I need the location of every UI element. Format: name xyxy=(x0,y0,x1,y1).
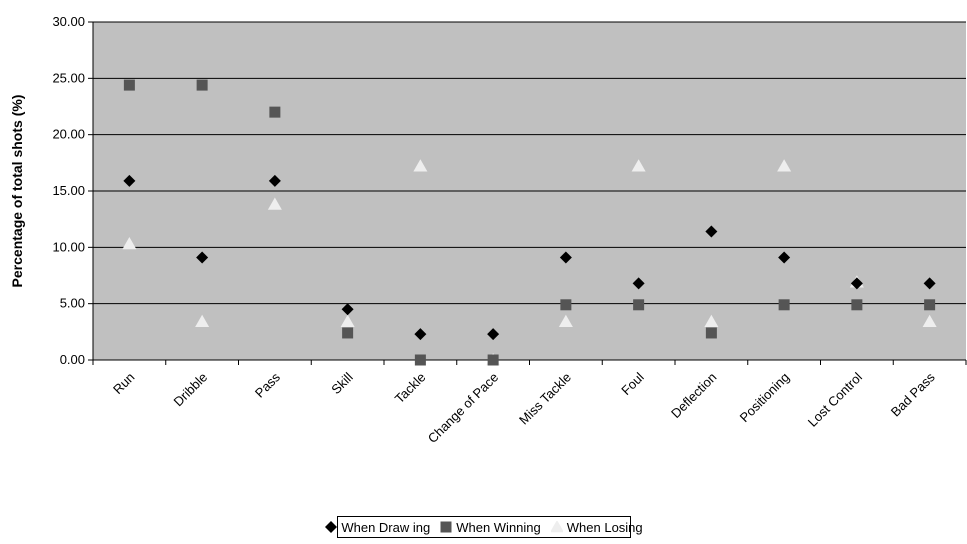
data-point-triangle xyxy=(122,236,137,250)
data-point-diamond xyxy=(559,251,572,264)
data-point-diamond xyxy=(414,328,427,341)
data-point-diamond xyxy=(632,277,645,290)
x-tick-label: Skill xyxy=(328,369,356,397)
square-marker-icon xyxy=(440,521,452,533)
legend-marker xyxy=(550,521,563,533)
data-point-square xyxy=(123,79,135,91)
data-point-triangle xyxy=(413,159,428,172)
data-point-triangle xyxy=(704,314,719,327)
data-point-diamond xyxy=(196,251,209,264)
legend-label: When Losing xyxy=(566,519,643,535)
data-point-diamond xyxy=(123,174,136,187)
data-point-triangle xyxy=(777,159,792,172)
data-point-square xyxy=(269,106,281,118)
x-tick-label: Foul xyxy=(618,369,647,398)
x-tick-label: Pass xyxy=(252,369,283,400)
data-point-triangle xyxy=(922,314,937,327)
data-point-triangle xyxy=(340,314,355,327)
data-point-triangle xyxy=(631,159,646,172)
y-tick-label: 30.00 xyxy=(52,14,85,29)
legend-item: When Winning xyxy=(440,520,541,535)
data-point-square xyxy=(633,299,645,311)
data-point-square xyxy=(851,299,863,311)
legend-label: When Winning xyxy=(456,519,541,535)
y-tick-label: 0.00 xyxy=(60,352,85,367)
data-point-square xyxy=(487,354,499,366)
triangle-marker-icon xyxy=(550,521,563,533)
x-tick-label: Change of Pace xyxy=(425,370,502,447)
data-point-triangle xyxy=(195,314,210,327)
x-tick-label: Deflection xyxy=(668,370,719,421)
legend-marker xyxy=(440,521,452,533)
data-point-diamond xyxy=(923,277,936,290)
x-tick-label: Dribble xyxy=(171,370,211,410)
legend-item: When Draw ing xyxy=(325,520,430,535)
y-axis: 0.00 5.00 10.00 15.00 20.00 25.00 30.00 xyxy=(52,14,94,367)
legend-marker xyxy=(325,521,338,533)
legend: When Draw ing When Winning When Losing xyxy=(325,516,643,538)
x-tick-label: Miss Tackle xyxy=(516,370,574,428)
y-tick-label: 20.00 xyxy=(52,127,85,142)
data-point-square xyxy=(342,327,354,339)
data-point-square xyxy=(196,79,208,91)
y-tick-label: 5.00 xyxy=(60,296,85,311)
x-tick-label: Run xyxy=(110,370,137,397)
data-point-diamond xyxy=(487,328,500,341)
x-tick-label: Bad Pass xyxy=(888,369,938,419)
data-point-diamond xyxy=(268,174,281,187)
data-markers xyxy=(122,79,937,366)
y-tick-label: 25.00 xyxy=(52,70,85,85)
data-point-diamond xyxy=(705,225,718,238)
data-point-diamond xyxy=(341,303,354,316)
y-tick-label: 15.00 xyxy=(52,183,85,198)
y-axis-label: Percentage of total shots (%) xyxy=(9,95,25,288)
data-point-triangle xyxy=(267,197,282,210)
legend-label: When Draw ing xyxy=(341,519,431,535)
x-tick-label: Lost Control xyxy=(805,369,865,429)
data-point-square xyxy=(414,354,426,366)
data-point-square xyxy=(924,299,936,311)
data-point-diamond xyxy=(778,251,791,264)
data-point-square xyxy=(705,327,717,339)
data-point-square xyxy=(560,299,572,311)
y-tick-label: 10.00 xyxy=(52,239,85,254)
legend-item: When Losing xyxy=(550,519,643,535)
diamond-marker-icon xyxy=(325,521,338,533)
x-tick-label: Tackle xyxy=(392,370,429,407)
x-tick-label: Positioning xyxy=(737,370,793,426)
data-point-diamond xyxy=(850,277,863,290)
data-point-square xyxy=(778,299,790,311)
data-point-triangle xyxy=(558,314,573,327)
